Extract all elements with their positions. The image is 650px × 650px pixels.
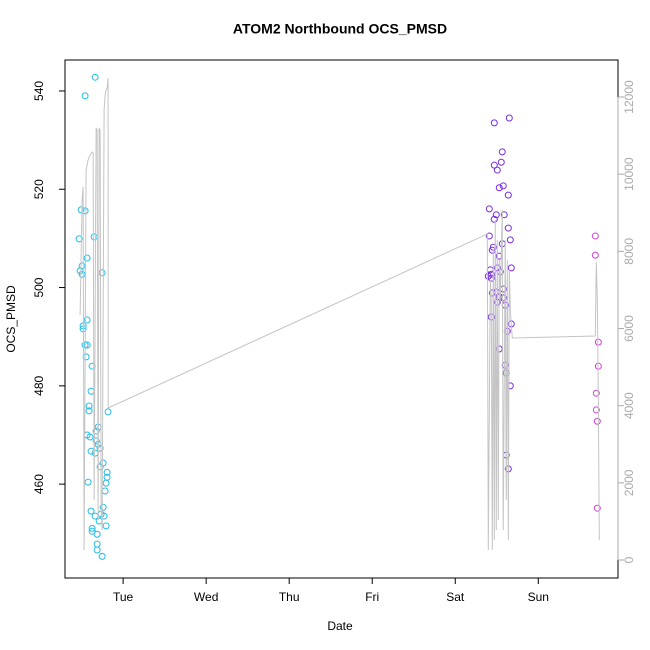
x-tick-label: Tue <box>113 590 134 604</box>
y2-tick-label: 0 <box>622 556 636 563</box>
point <box>592 406 600 414</box>
y-axis-label: OCS_PMSD <box>4 285 18 353</box>
point <box>102 522 110 530</box>
point <box>88 524 96 532</box>
point <box>490 215 498 223</box>
point <box>504 224 512 232</box>
point <box>591 232 599 240</box>
point <box>506 236 514 244</box>
point <box>103 468 111 476</box>
point <box>500 211 508 219</box>
y2-tick-label: 6000 <box>622 315 636 342</box>
point <box>505 114 513 122</box>
y-tick-label: 460 <box>32 474 46 494</box>
point <box>504 191 512 199</box>
point <box>499 182 507 190</box>
point <box>104 408 112 416</box>
point <box>75 235 83 243</box>
point <box>93 546 101 554</box>
y-tick-label: 540 <box>32 81 46 101</box>
point <box>498 148 506 156</box>
point <box>84 478 92 486</box>
y-tick-label: 480 <box>32 376 46 396</box>
point <box>88 527 96 535</box>
point <box>591 251 599 259</box>
x-axis-label: Date <box>327 619 353 633</box>
point <box>83 341 91 349</box>
y2-tick-label: 10000 <box>622 157 636 191</box>
point <box>93 530 101 538</box>
point <box>102 479 110 487</box>
point <box>91 73 99 81</box>
point <box>594 338 602 346</box>
x-tick-label: Fri <box>365 590 379 604</box>
point <box>485 205 493 213</box>
line <box>79 77 600 551</box>
point <box>493 166 501 174</box>
point <box>96 444 104 452</box>
point <box>497 158 505 166</box>
point <box>87 507 95 515</box>
point <box>485 232 493 240</box>
x-tick-label: Wed <box>194 590 218 604</box>
x-tick-label: Sat <box>446 590 465 604</box>
point <box>592 389 600 397</box>
y-tick-label: 520 <box>32 179 46 199</box>
point <box>495 184 503 192</box>
point <box>83 316 91 324</box>
point <box>92 427 100 435</box>
point <box>83 254 91 262</box>
point <box>490 161 498 169</box>
x-tick-label: Thu <box>279 590 300 604</box>
point <box>99 503 107 511</box>
point <box>593 504 601 512</box>
point <box>85 402 93 410</box>
point <box>86 433 94 441</box>
x-tick-label: Sun <box>528 590 549 604</box>
y2-tick-label: 2000 <box>622 469 636 496</box>
point <box>98 552 106 560</box>
point <box>85 407 93 415</box>
point <box>81 92 89 100</box>
y-tick-label: 500 <box>32 277 46 297</box>
point <box>492 211 500 219</box>
point <box>96 463 104 471</box>
point <box>77 206 85 214</box>
point <box>92 437 100 445</box>
y2-tick-label: 12000 <box>622 80 636 114</box>
point <box>487 274 495 282</box>
point <box>507 264 515 272</box>
y2-tick-label: 8000 <box>622 238 636 265</box>
point <box>490 119 498 127</box>
y2-tick-label: 4000 <box>622 392 636 419</box>
point <box>593 417 601 425</box>
chart-title: ATOM2 Northbound OCS_PMSD <box>233 21 447 37</box>
